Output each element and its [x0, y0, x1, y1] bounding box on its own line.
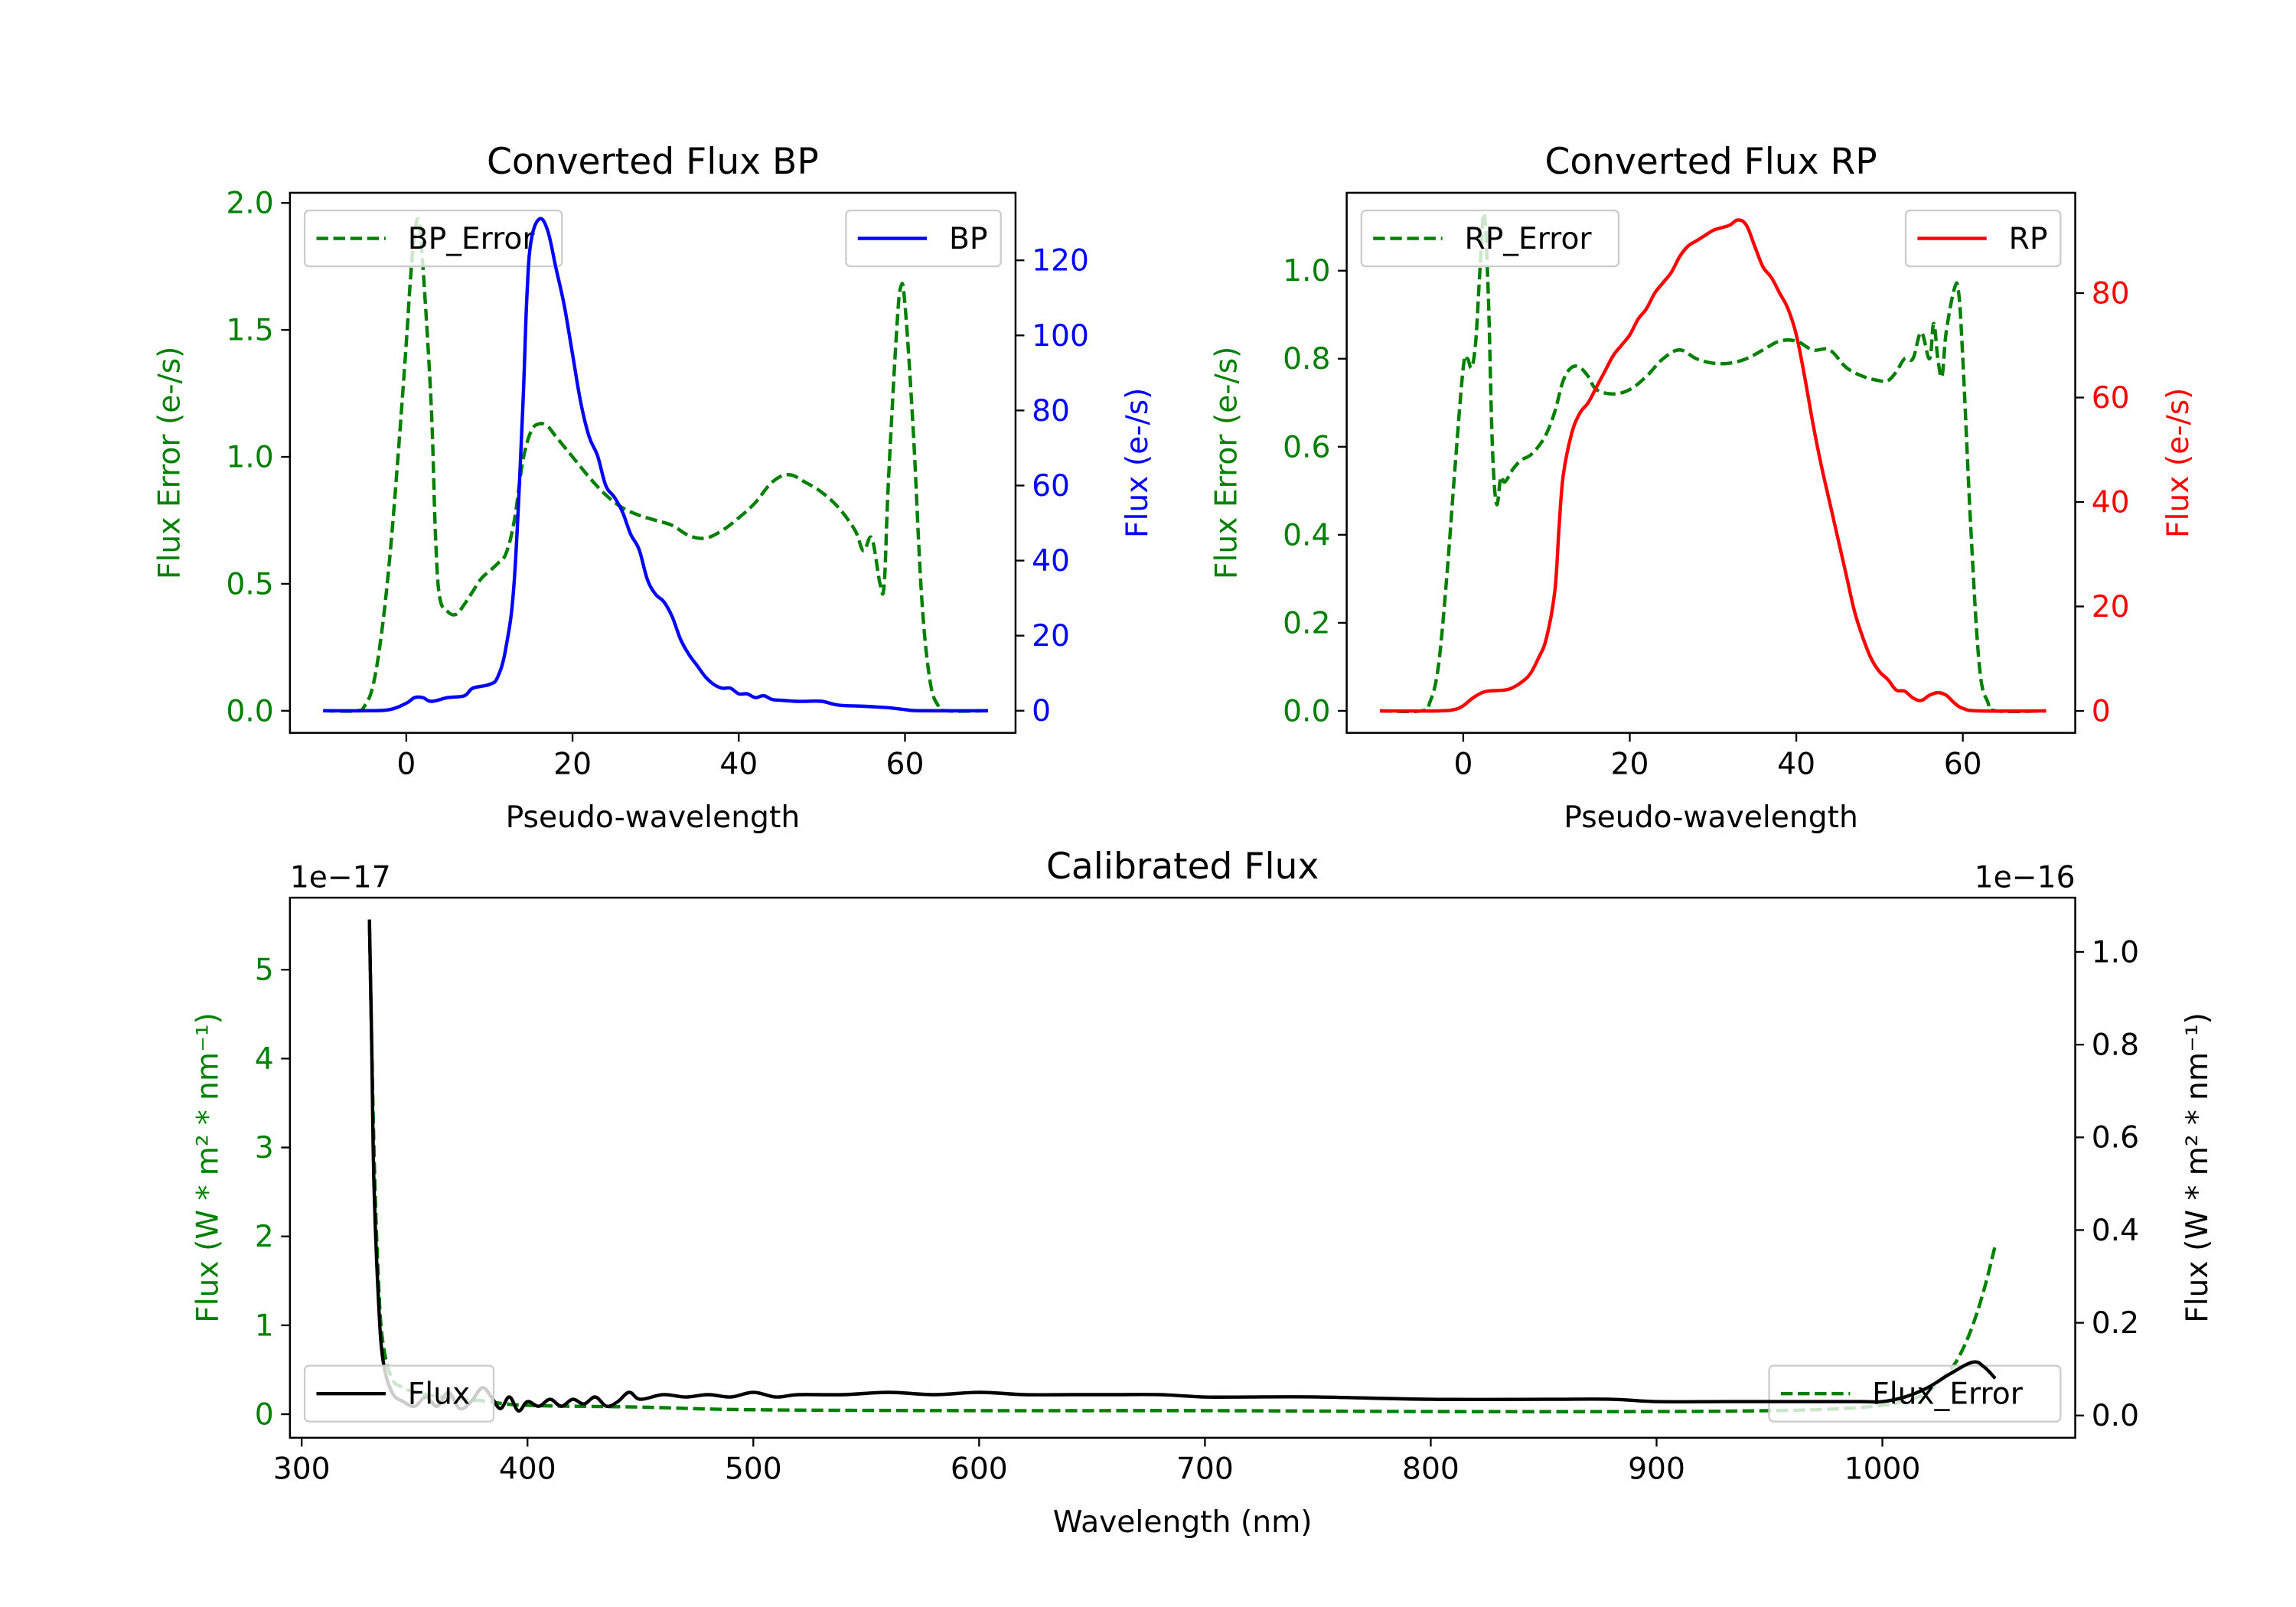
right-y-tick-label: 60	[1032, 469, 1070, 504]
x-tick-label: 40	[1777, 748, 1815, 782]
x-tick-label: 60	[886, 748, 925, 782]
right-y-tick-label: 20	[1032, 619, 1070, 654]
legend-label: Flux_Error	[1872, 1377, 2024, 1412]
right-y-tick-label: 0.8	[2092, 1028, 2139, 1063]
x-tick-label: 800	[1402, 1452, 1459, 1487]
left-y-tick-label: 0.0	[226, 694, 273, 729]
legend-label: BP_Error	[408, 222, 536, 256]
right-y-tick-label: 0.2	[2092, 1306, 2139, 1341]
right-y-tick-label: 60	[2092, 381, 2130, 416]
right-y-tick-label: 120	[1032, 244, 1089, 279]
left-offset-text: 1e−17	[290, 861, 391, 895]
series-line-rp	[1380, 218, 2047, 713]
legend-flux: Flux	[303, 1364, 495, 1423]
x-tick-label: 0	[396, 748, 416, 782]
x-tick-label: 600	[951, 1452, 1008, 1487]
rp-panel: Converted Flux RP Pseudo-wavelength 0 20 40 6…	[1209, 141, 2195, 835]
left-y-tick-label: 2.0	[226, 187, 273, 221]
axes-frame	[289, 191, 1017, 734]
series-line-rp-error	[1380, 211, 2047, 714]
left-y-tick-label: 0.2	[1283, 606, 1330, 641]
x-axis-label: Pseudo-wavelength	[506, 800, 801, 835]
legend-bp-error: BP_Error	[303, 209, 563, 268]
bp-panel: Converted Flux BP Pseudo-wavelength 0 20 40 6…	[153, 141, 1156, 835]
axes-frame	[1345, 191, 2076, 734]
x-tick-label: 20	[553, 748, 592, 782]
right-y-tick-label: 1.0	[2092, 935, 2139, 970]
legend-label: RP_Error	[1464, 222, 1592, 256]
left-y-tick-label: 0	[255, 1398, 274, 1433]
right-y-axis-label: Flux (W * m² * nm⁻¹)	[2180, 1012, 2215, 1323]
left-y-tick-label: 0.4	[1283, 518, 1330, 553]
x-tick-label: 500	[725, 1452, 782, 1487]
right-y-tick-label: 0	[2092, 694, 2111, 729]
left-y-tick-label: 4	[255, 1042, 274, 1077]
x-tick-label: 900	[1628, 1452, 1685, 1487]
right-y-tick-label: 40	[2092, 485, 2130, 520]
x-axis-label: Pseudo-wavelength	[1564, 800, 1858, 835]
right-y-tick-label: 0.4	[2092, 1214, 2139, 1248]
x-tick-label: 40	[719, 748, 758, 782]
right-y-tick-label: 0	[1032, 694, 1051, 729]
chart-title: Calibrated Flux	[1046, 846, 1319, 888]
left-y-tick-label: 5	[255, 953, 274, 988]
x-axis-label: Wavelength (nm)	[1053, 1505, 1313, 1540]
legend-box	[303, 209, 563, 268]
x-tick-label: 60	[1944, 748, 1982, 782]
legend-bp: BP	[845, 209, 1002, 268]
legend-box	[1360, 209, 1620, 268]
calibrated-flux-panel: Calibrated Flux Wavelength (nm) 300 400 500 6…	[191, 846, 2215, 1540]
series-line-bp	[323, 217, 989, 713]
left-y-tick-label: 0.5	[226, 567, 273, 601]
left-y-tick-label: 3	[255, 1131, 274, 1165]
left-y-tick-label: 0.6	[1283, 430, 1330, 464]
x-tick-label: 400	[499, 1452, 556, 1487]
right-y-tick-label: 0.6	[2092, 1121, 2139, 1156]
legend-rp: RP	[1904, 209, 2062, 268]
right-y-tick-label: 20	[2092, 590, 2130, 624]
right-y-tick-label: 0.0	[2092, 1399, 2139, 1433]
left-y-tick-label: 1.5	[226, 314, 273, 348]
right-y-tick-label: 100	[1032, 319, 1089, 354]
right-offset-text: 1e−16	[1975, 861, 2076, 895]
legend-label: BP	[949, 222, 988, 256]
axes-frame	[289, 896, 2076, 1439]
left-y-tick-label: 0.0	[1283, 694, 1330, 729]
left-y-tick-label: 1	[255, 1309, 274, 1343]
left-y-tick-label: 1.0	[226, 440, 273, 474]
right-y-tick-label: 80	[2092, 276, 2130, 311]
chart-title: Converted Flux BP	[487, 141, 819, 183]
legend-label: RP	[2009, 222, 2048, 256]
right-y-tick-label: 80	[1032, 394, 1070, 429]
x-tick-label: 20	[1611, 748, 1649, 782]
x-tick-label: 1000	[1844, 1452, 1921, 1487]
x-tick-label: 700	[1176, 1452, 1234, 1487]
left-y-tick-label: 2	[255, 1220, 274, 1254]
right-y-axis-label: Flux (e-/s)	[1120, 388, 1155, 539]
left-y-axis-label: Flux Error (e-/s)	[153, 347, 188, 580]
legend-rp-error: RP_Error	[1360, 209, 1620, 268]
left-y-tick-label: 0.8	[1283, 342, 1330, 376]
x-tick-label: 0	[1453, 748, 1473, 782]
left-y-tick-label: 1.0	[1283, 254, 1330, 288]
chart-title: Converted Flux RP	[1544, 141, 1877, 183]
legend-label: Flux	[408, 1377, 471, 1412]
right-y-tick-label: 40	[1032, 544, 1070, 579]
x-tick-label: 300	[273, 1452, 331, 1487]
left-y-axis-label: Flux Error (e-/s)	[1209, 347, 1244, 580]
legend-box	[303, 1364, 495, 1423]
right-y-axis-label: Flux (e-/s)	[2161, 388, 2196, 539]
left-y-axis-label: Flux (W * m² * nm⁻¹)	[191, 1012, 226, 1323]
